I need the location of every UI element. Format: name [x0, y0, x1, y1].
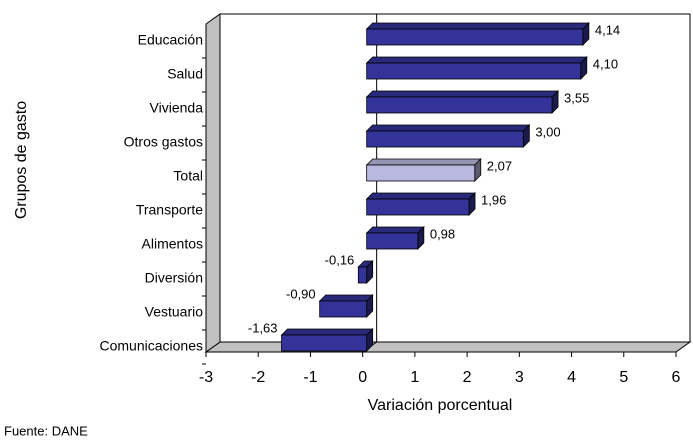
category-label: Educación — [138, 32, 203, 48]
bar — [366, 164, 476, 182]
value-label: 4,10 — [593, 56, 618, 71]
bar — [281, 334, 368, 352]
bar-top — [365, 158, 482, 166]
category-label: Alimentos — [142, 236, 203, 252]
bar — [366, 130, 524, 148]
category-label: Vivienda — [150, 100, 204, 116]
y-axis-label: Grupos de gasto — [13, 101, 30, 219]
x-axis-label: Variación porcentual — [368, 397, 513, 414]
bar-top — [365, 124, 531, 132]
value-label: -0,16 — [325, 252, 355, 267]
x-tick-label: 0 — [358, 369, 367, 386]
value-label: 0,98 — [430, 226, 455, 241]
category-label: Comunicaciones — [100, 338, 204, 354]
bar — [366, 96, 553, 114]
bar — [357, 266, 368, 284]
source-note: Fuente: DANE — [4, 423, 88, 438]
bar-top — [365, 22, 590, 30]
x-tick-label: 1 — [410, 369, 419, 386]
category-label: Salud — [167, 66, 203, 82]
bar-top — [365, 192, 476, 200]
bar-top — [365, 226, 425, 234]
bar-top — [365, 90, 560, 98]
x-tick-label: 4 — [567, 369, 576, 386]
value-label: 4,14 — [595, 22, 620, 37]
bar — [366, 232, 419, 250]
value-label: 1,96 — [481, 192, 506, 207]
side-wall — [205, 13, 221, 353]
x-tick-label: 6 — [672, 369, 681, 386]
value-label: 3,55 — [564, 90, 589, 105]
bar — [366, 28, 584, 46]
bar-top — [280, 328, 374, 336]
x-tick-label: 3 — [515, 369, 524, 386]
category-label: Transporte — [136, 202, 203, 218]
x-tick-label: 5 — [619, 369, 628, 386]
bar-top — [318, 294, 374, 302]
category-label: Otros gastos — [124, 134, 203, 150]
value-label: -1,63 — [248, 320, 278, 335]
value-label: 2,07 — [487, 158, 512, 173]
x-tick-label: -1 — [303, 369, 317, 386]
floor — [204, 341, 692, 353]
category-label: Diversión — [145, 270, 203, 286]
x-tick-label: -3 — [199, 369, 213, 386]
bar-top — [365, 56, 588, 64]
value-label: 3,00 — [535, 124, 560, 139]
x-tick-label: -2 — [251, 369, 265, 386]
value-label: -0,90 — [286, 286, 316, 301]
bar — [366, 198, 470, 216]
bar — [319, 300, 368, 318]
category-label: Vestuario — [145, 304, 204, 320]
category-label: Total — [173, 168, 203, 184]
x-tick-label: 2 — [463, 369, 472, 386]
bar — [366, 62, 582, 80]
